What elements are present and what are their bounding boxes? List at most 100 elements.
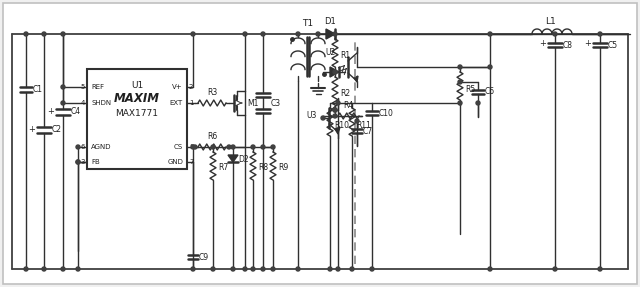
Circle shape xyxy=(296,267,300,271)
Circle shape xyxy=(76,267,80,271)
Circle shape xyxy=(488,65,492,69)
Text: C4: C4 xyxy=(71,108,81,117)
Text: R2: R2 xyxy=(340,90,350,98)
Text: R10: R10 xyxy=(334,121,349,129)
Circle shape xyxy=(251,145,255,149)
Circle shape xyxy=(42,267,46,271)
Text: 1: 1 xyxy=(189,100,193,106)
Text: REF: REF xyxy=(91,84,104,90)
Circle shape xyxy=(211,267,215,271)
Circle shape xyxy=(191,32,195,36)
Text: C10: C10 xyxy=(379,108,394,117)
Text: R4: R4 xyxy=(344,101,354,110)
Text: FB: FB xyxy=(91,159,100,165)
Polygon shape xyxy=(330,67,339,77)
Text: R7: R7 xyxy=(218,162,228,172)
Bar xyxy=(87,69,187,169)
Text: 8: 8 xyxy=(189,144,193,150)
Circle shape xyxy=(227,145,231,149)
Circle shape xyxy=(76,145,80,149)
Text: EXT: EXT xyxy=(170,100,183,106)
Circle shape xyxy=(193,145,197,149)
Circle shape xyxy=(355,119,359,123)
Text: T1: T1 xyxy=(303,19,314,28)
Text: C3: C3 xyxy=(271,98,281,108)
Text: C7: C7 xyxy=(363,127,373,135)
Circle shape xyxy=(488,32,492,36)
Text: D2: D2 xyxy=(238,154,248,164)
Text: C8: C8 xyxy=(563,40,573,49)
Circle shape xyxy=(488,267,492,271)
Circle shape xyxy=(333,70,337,74)
Text: R3: R3 xyxy=(207,88,217,97)
Text: +: + xyxy=(539,40,546,49)
Text: MAXIM: MAXIM xyxy=(114,92,160,106)
Text: V+: V+ xyxy=(172,84,183,90)
Polygon shape xyxy=(354,76,358,82)
Circle shape xyxy=(553,32,557,36)
Circle shape xyxy=(370,267,374,271)
Circle shape xyxy=(231,145,235,149)
Circle shape xyxy=(296,32,300,36)
Circle shape xyxy=(598,267,602,271)
Text: CS: CS xyxy=(174,144,183,150)
Text: C9: C9 xyxy=(199,253,209,261)
Circle shape xyxy=(42,32,46,36)
Text: +: + xyxy=(28,125,35,135)
Circle shape xyxy=(76,160,80,164)
Text: 2: 2 xyxy=(189,84,193,90)
Circle shape xyxy=(333,108,337,112)
Circle shape xyxy=(328,267,332,271)
Text: +: + xyxy=(47,108,54,117)
Circle shape xyxy=(476,101,480,105)
Circle shape xyxy=(458,80,462,84)
Text: C6: C6 xyxy=(485,88,495,96)
Text: R11: R11 xyxy=(356,121,371,129)
Circle shape xyxy=(271,145,275,149)
Circle shape xyxy=(598,32,602,36)
Text: R6: R6 xyxy=(207,132,217,141)
Text: D1: D1 xyxy=(324,17,336,26)
Text: R1: R1 xyxy=(340,51,350,61)
Circle shape xyxy=(243,32,247,36)
Circle shape xyxy=(24,267,28,271)
Text: L1: L1 xyxy=(546,17,556,26)
Circle shape xyxy=(243,267,247,271)
Circle shape xyxy=(261,145,265,149)
Circle shape xyxy=(333,114,337,118)
Circle shape xyxy=(333,32,337,36)
Text: U2: U2 xyxy=(325,48,335,57)
Circle shape xyxy=(553,267,557,271)
Circle shape xyxy=(61,85,65,89)
Circle shape xyxy=(76,160,80,164)
Circle shape xyxy=(261,32,265,36)
Circle shape xyxy=(231,267,235,271)
Circle shape xyxy=(336,267,340,271)
Circle shape xyxy=(333,108,337,112)
Circle shape xyxy=(61,267,65,271)
Text: MAX1771: MAX1771 xyxy=(115,108,159,117)
Circle shape xyxy=(24,32,28,36)
Circle shape xyxy=(211,145,215,149)
Text: GND: GND xyxy=(167,159,183,165)
Polygon shape xyxy=(326,29,335,39)
Text: 6: 6 xyxy=(81,144,85,150)
Circle shape xyxy=(350,267,354,271)
Circle shape xyxy=(61,32,65,36)
Circle shape xyxy=(458,101,462,105)
Circle shape xyxy=(261,267,265,271)
Text: C2: C2 xyxy=(52,125,62,135)
Polygon shape xyxy=(335,127,340,134)
Text: +: + xyxy=(584,40,591,49)
Text: C5: C5 xyxy=(608,40,618,49)
Text: 3: 3 xyxy=(81,159,85,165)
Polygon shape xyxy=(228,155,238,162)
Text: R5: R5 xyxy=(465,84,476,94)
Circle shape xyxy=(321,116,325,120)
Text: 7: 7 xyxy=(189,159,193,165)
Circle shape xyxy=(191,267,195,271)
Text: C1: C1 xyxy=(33,86,43,94)
Circle shape xyxy=(316,32,320,36)
Circle shape xyxy=(191,145,195,149)
Circle shape xyxy=(251,267,255,271)
